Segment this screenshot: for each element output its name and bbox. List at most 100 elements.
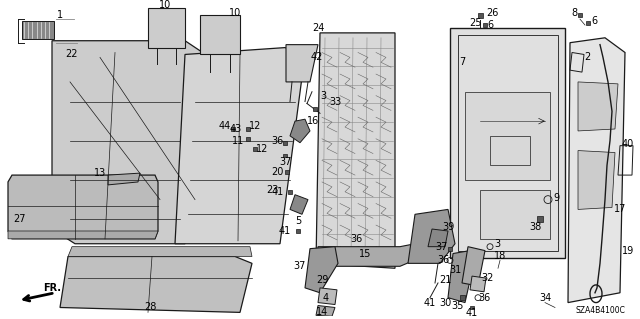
Bar [470,306,474,309]
Text: 3: 3 [320,91,326,101]
Polygon shape [108,173,140,185]
Polygon shape [470,276,486,292]
Text: 41: 41 [424,298,436,308]
Polygon shape [568,38,625,303]
Polygon shape [8,231,158,239]
Text: 4: 4 [323,293,329,303]
Polygon shape [480,190,550,239]
Text: 30: 30 [439,298,451,308]
Text: 3: 3 [494,239,500,249]
Polygon shape [52,41,210,244]
Text: 10: 10 [159,0,171,11]
Text: 42: 42 [311,52,323,63]
Text: 40: 40 [622,139,634,149]
Polygon shape [318,241,430,266]
Bar [448,247,452,251]
Polygon shape [60,256,252,312]
Text: 36: 36 [271,136,283,146]
Text: 6: 6 [487,20,493,30]
Text: 43: 43 [230,124,242,134]
Text: 39: 39 [442,222,454,232]
Text: 28: 28 [144,302,156,313]
Text: 36: 36 [350,234,362,244]
Text: 10: 10 [229,8,241,18]
Text: 9: 9 [553,193,559,203]
Text: 7: 7 [459,57,465,67]
Bar [460,295,465,300]
Polygon shape [68,247,252,256]
Text: SZA4B4100C: SZA4B4100C [575,306,625,315]
Bar [537,216,543,222]
Text: 41: 41 [279,226,291,236]
Text: 23: 23 [266,185,278,195]
Text: 25: 25 [468,18,481,28]
Text: 41: 41 [466,308,478,318]
Polygon shape [290,195,308,214]
Text: 31: 31 [449,265,461,275]
Text: 38: 38 [529,222,541,232]
Polygon shape [316,306,335,316]
Text: 36: 36 [478,293,490,303]
Bar [296,229,300,233]
Text: 16: 16 [307,116,319,126]
Text: 11: 11 [232,136,244,146]
Polygon shape [578,151,615,209]
Polygon shape [318,288,337,305]
Bar [283,153,287,158]
Text: 44: 44 [219,121,231,131]
Text: 12: 12 [249,121,261,131]
Bar [313,108,317,111]
Bar [586,21,590,25]
Polygon shape [305,247,338,293]
Polygon shape [200,15,240,55]
Text: 18: 18 [494,251,506,262]
Polygon shape [290,119,310,143]
Polygon shape [462,247,485,286]
Text: 32: 32 [482,273,494,283]
Bar [483,23,487,27]
Text: 20: 20 [271,167,283,177]
Bar [285,170,289,174]
Polygon shape [408,209,455,263]
Text: 2: 2 [584,52,590,63]
Text: 14: 14 [316,308,328,317]
Text: 37: 37 [436,242,448,252]
Text: 36: 36 [437,256,449,265]
Bar [477,13,483,18]
Text: 22: 22 [66,49,78,59]
Text: 21: 21 [439,275,451,285]
Text: 27: 27 [13,214,26,224]
Polygon shape [175,48,305,244]
Text: 1: 1 [57,10,63,20]
Bar [231,127,235,131]
Bar [246,137,250,141]
Polygon shape [465,92,550,180]
Polygon shape [316,33,395,268]
Polygon shape [448,251,475,303]
Text: 35: 35 [452,300,464,310]
Polygon shape [578,82,618,131]
Bar [283,141,287,145]
Text: 24: 24 [312,23,324,33]
Polygon shape [428,229,448,247]
Text: 6: 6 [591,16,597,26]
Text: 8: 8 [571,8,577,18]
Polygon shape [286,45,318,82]
Polygon shape [8,175,158,239]
Text: 34: 34 [539,293,551,303]
Text: 29: 29 [316,275,328,285]
Polygon shape [148,8,185,48]
Text: 37: 37 [279,157,291,167]
Text: FR.: FR. [43,283,61,293]
Polygon shape [22,21,54,39]
Text: 5: 5 [295,216,301,226]
Bar [578,13,582,17]
Bar [288,190,292,194]
Text: 12: 12 [256,144,268,154]
Text: 26: 26 [486,8,498,18]
Text: 33: 33 [329,97,341,107]
Bar [253,147,257,151]
Text: 37: 37 [294,261,306,271]
Bar [246,127,250,131]
Polygon shape [450,28,565,258]
